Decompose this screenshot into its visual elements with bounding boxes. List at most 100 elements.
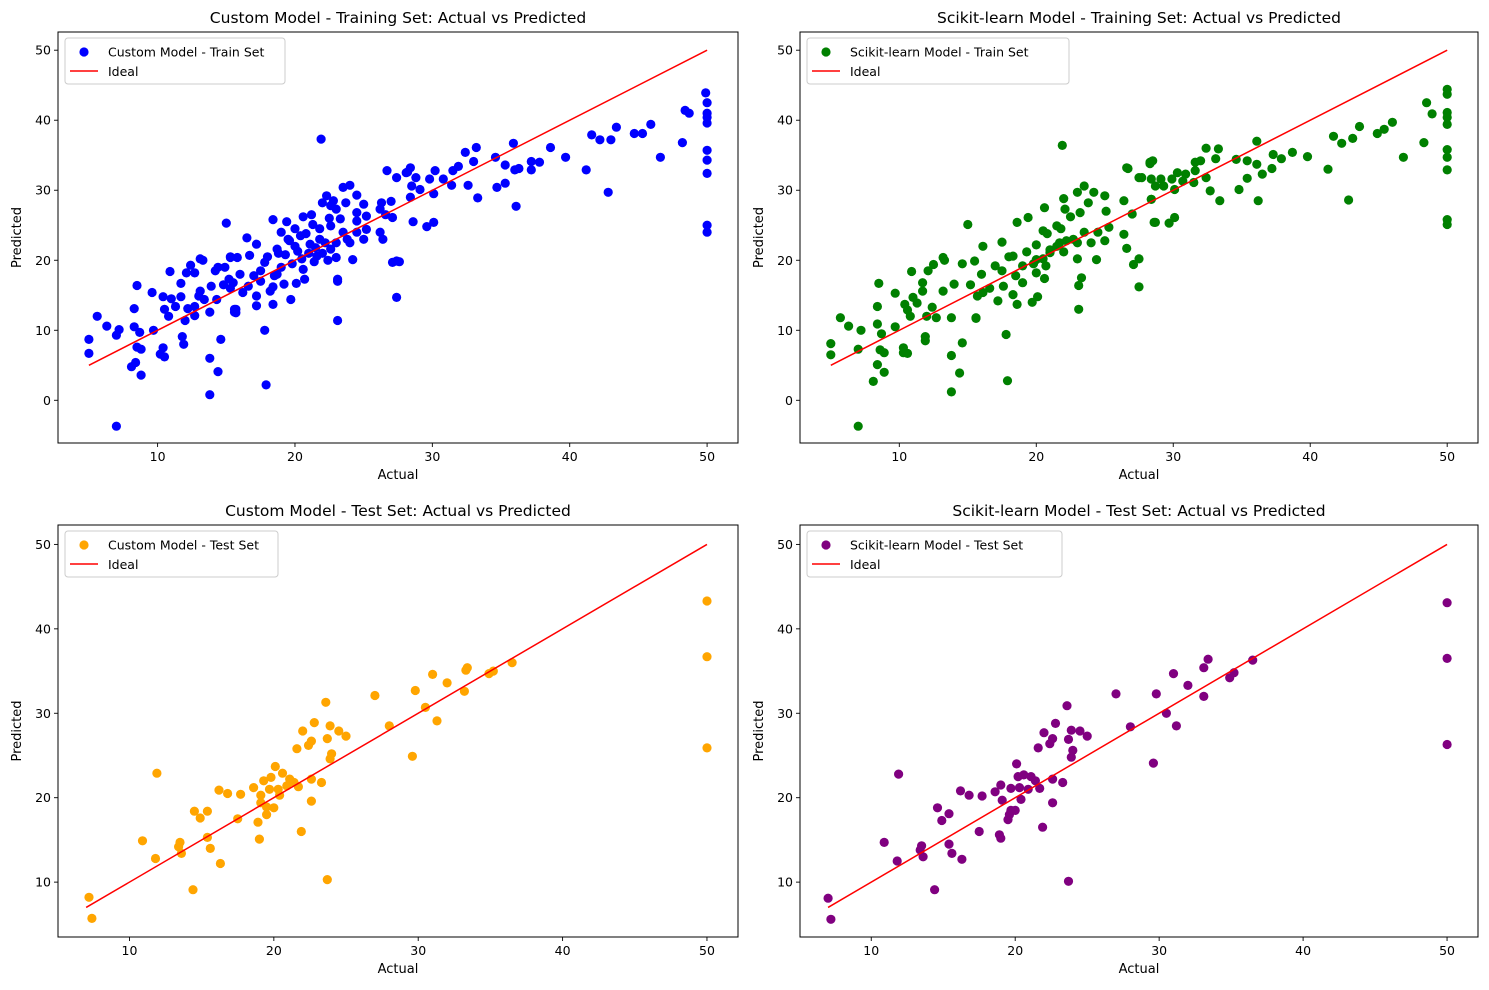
data-point (273, 248, 284, 258)
data-point (1004, 810, 1015, 820)
data-point (1354, 121, 1365, 132)
data-point (462, 663, 472, 673)
data-point (1072, 254, 1082, 264)
ideal-line (830, 49, 1448, 366)
data-point (1171, 721, 1181, 731)
data-point (303, 740, 314, 751)
data-point (655, 152, 666, 162)
data-point (282, 781, 292, 791)
data-point (223, 788, 233, 799)
y-tick-label: 50 (35, 537, 51, 552)
data-point (890, 322, 900, 332)
data-point (309, 718, 319, 728)
data-point (249, 783, 259, 793)
data-point (293, 246, 303, 256)
legend-label-scatter: Custom Model - Train Set (108, 45, 264, 60)
data-point (324, 213, 334, 223)
data-point (292, 744, 302, 754)
data-point (1302, 152, 1313, 162)
x-tick-label: 40 (1302, 449, 1318, 464)
data-point (425, 174, 435, 184)
data-point (918, 278, 928, 288)
data-point (1119, 196, 1129, 206)
data-point (352, 216, 362, 226)
data-point (970, 256, 980, 266)
y-axis-label: Predicted (10, 700, 25, 761)
data-point (325, 754, 335, 764)
data-point (309, 257, 319, 267)
data-point (1058, 777, 1068, 788)
chart-title: Custom Model - Training Set: Actual vs P… (210, 9, 586, 27)
data-point (1012, 759, 1022, 769)
data-point (1442, 653, 1452, 664)
data-point (1213, 144, 1223, 154)
data-point (387, 212, 398, 223)
data-point (1030, 776, 1040, 786)
data-point (269, 271, 279, 281)
data-point (242, 233, 252, 243)
data-point (957, 259, 967, 269)
data-point (1442, 598, 1452, 608)
data-point (176, 278, 186, 288)
x-tick-label: 30 (424, 449, 440, 464)
data-point (1151, 689, 1161, 699)
data-point (268, 215, 278, 225)
data-point (1101, 206, 1111, 216)
data-point (1123, 163, 1133, 174)
data-point (1167, 174, 1177, 184)
data-point (500, 178, 510, 188)
data-point (345, 238, 355, 248)
data-point (507, 658, 517, 668)
data-point (251, 239, 262, 249)
data-point (1100, 236, 1110, 246)
data-point (1035, 783, 1045, 794)
y-tick-label: 40 (777, 113, 793, 128)
data-point (251, 291, 262, 301)
data-point (291, 278, 301, 288)
data-point (1148, 156, 1158, 166)
y-tick-label: 20 (35, 790, 51, 805)
y-tick-label: 40 (35, 621, 51, 636)
data-point (315, 224, 325, 234)
data-point (166, 294, 176, 304)
ideal-line (85, 543, 708, 909)
data-point (92, 311, 102, 321)
scatter-series (84, 88, 712, 431)
data-point (198, 255, 208, 265)
data-point (1012, 217, 1022, 227)
data-point (232, 252, 242, 263)
ideal-line (827, 543, 1448, 909)
x-tick-label: 40 (1295, 943, 1311, 958)
data-point (471, 142, 481, 153)
data-point (944, 839, 954, 849)
x-tick-label: 10 (122, 943, 138, 958)
data-point (587, 130, 597, 140)
data-point (316, 777, 327, 788)
data-point (199, 294, 209, 305)
data-point (1033, 743, 1043, 753)
data-point (1205, 186, 1215, 196)
data-point (1134, 254, 1144, 264)
data-point (701, 88, 711, 98)
data-point (684, 108, 694, 118)
data-point (974, 826, 984, 837)
data-point (407, 751, 417, 761)
data-point (259, 776, 269, 786)
data-point (448, 166, 458, 176)
data-point (205, 390, 215, 400)
data-point (879, 367, 889, 377)
data-point (918, 286, 928, 296)
data-point (1252, 159, 1262, 169)
data-point (382, 166, 392, 176)
x-tick-label: 10 (891, 449, 907, 464)
data-point (1006, 783, 1016, 794)
data-point (326, 244, 336, 254)
data-point (348, 255, 358, 265)
subplot-2: Scikit-learn Model - Training Set: Actua… (752, 9, 1479, 483)
data-point (1134, 282, 1144, 292)
data-point (1199, 691, 1209, 702)
y-tick-label: 50 (35, 43, 51, 58)
data-point (341, 198, 351, 208)
x-tick-label: 20 (287, 449, 303, 464)
